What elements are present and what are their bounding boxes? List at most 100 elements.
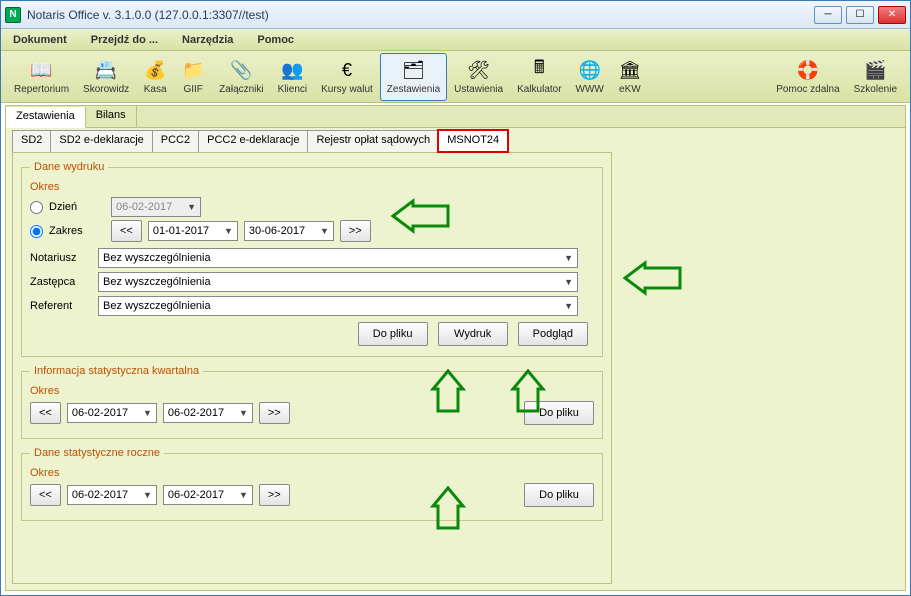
toolbar-www[interactable]: 🌐WWW	[569, 53, 611, 101]
toolbar-klienci[interactable]: 👥Klienci	[271, 53, 314, 101]
toolbar-klienci-icon: 👥	[280, 58, 304, 82]
combo-notariusz[interactable]: Bez wyszczególnienia▼	[98, 248, 578, 268]
toolbar-ekw[interactable]: 🏛eKW	[611, 53, 649, 101]
label-zastepca: Zastępca	[30, 276, 90, 288]
annotation-arrow-up-3	[433, 488, 463, 534]
subtab-pcc2-e-deklaracje[interactable]: PCC2 e-deklaracje	[198, 130, 308, 152]
toolbar-giif-icon: 📁	[181, 58, 205, 82]
annotation-arrow-left-2	[625, 263, 685, 293]
subtab-sd2[interactable]: SD2	[12, 130, 51, 152]
menubar: Dokument Przejdź do ... Narzędzia Pomoc	[1, 29, 910, 51]
toolbar-ustawienia[interactable]: 🛠Ustawienia	[447, 53, 510, 101]
chevron-down-icon: ▼	[320, 226, 329, 236]
tabs-secondary: SD2SD2 e-deklaracjePCC2PCC2 e-deklaracje…	[12, 130, 899, 152]
label-okres-2: Okres	[30, 385, 594, 397]
zakres-prev[interactable]: <<	[111, 220, 142, 242]
toolbar-kasa-icon: 💰	[143, 58, 167, 82]
app-window: N Notaris Office v. 3.1.0.0 (127.0.0.1:3…	[0, 0, 911, 596]
toolbar-kalkulator[interactable]: 🖩Kalkulator	[510, 53, 568, 101]
subtab-rejestr-opłat-sądowych[interactable]: Rejestr opłat sądowych	[307, 130, 439, 152]
toolbar-zalaczniki-icon: 📎	[229, 58, 253, 82]
toolbar: 📖Repertorium📇Skorowidz💰Kasa📁GIIF📎Załączn…	[1, 51, 910, 103]
toolbar-ustawienia-icon: 🛠	[467, 58, 491, 82]
toolbar-kalkulator-icon: 🖩	[527, 58, 551, 82]
toolbar-skorowidz-icon: 📇	[94, 58, 118, 82]
close-button[interactable]: ✕	[878, 6, 906, 24]
toolbar-remote-help-icon: 🛟	[796, 58, 820, 82]
label-dzien: Dzień	[49, 201, 105, 213]
subtab-sd2-e-deklaracje[interactable]: SD2 e-deklaracje	[50, 130, 152, 152]
maximize-button[interactable]: ☐	[846, 6, 874, 24]
btn-wydruk[interactable]: Wydruk	[438, 322, 508, 346]
s2-from[interactable]: 06-02-2017▼	[67, 403, 157, 423]
toolbar-kursy-icon: €	[335, 58, 359, 82]
chevron-down-icon: ▼	[564, 301, 573, 311]
label-notariusz: Notariusz	[30, 252, 90, 264]
toolbar-training-icon: 🎬	[863, 58, 887, 82]
date-dzien: 06-02-2017▼	[111, 197, 201, 217]
annotation-arrow-up-2	[513, 371, 543, 417]
s2-to[interactable]: 06-02-2017▼	[163, 403, 253, 423]
date-zakres-from[interactable]: 01-01-2017▼	[148, 221, 238, 241]
subtab-pcc2[interactable]: PCC2	[152, 130, 199, 152]
toolbar-training[interactable]: 🎬Szkolenie	[847, 53, 904, 101]
tab-zestawienia[interactable]: Zestawienia	[6, 107, 86, 128]
zakres-next[interactable]: >>	[340, 220, 371, 242]
minimize-button[interactable]: ─	[814, 6, 842, 24]
btn-do-pliku-3[interactable]: Do pliku	[524, 483, 594, 507]
radio-dzien[interactable]	[30, 201, 43, 214]
chevron-down-icon: ▼	[224, 226, 233, 236]
toolbar-skorowidz[interactable]: 📇Skorowidz	[76, 53, 136, 101]
legend-stat-roczne: Dane statystyczne roczne	[30, 447, 164, 459]
toolbar-zestawienia-icon: 🗂	[401, 58, 425, 82]
label-okres-3: Okres	[30, 467, 594, 479]
toolbar-kasa[interactable]: 💰Kasa	[136, 53, 174, 101]
annotation-arrow-up-1	[433, 371, 463, 417]
toolbar-remote-help[interactable]: 🛟Pomoc zdalna	[769, 53, 846, 101]
tab-bilans[interactable]: Bilans	[86, 106, 137, 127]
s3-prev[interactable]: <<	[30, 484, 61, 506]
combo-referent[interactable]: Bez wyszczególnienia▼	[98, 296, 578, 316]
chevron-down-icon: ▼	[239, 408, 248, 418]
toolbar-ekw-icon: 🏛	[618, 58, 642, 82]
titlebar: N Notaris Office v. 3.1.0.0 (127.0.0.1:3…	[1, 1, 910, 29]
chevron-down-icon: ▼	[143, 490, 152, 500]
toolbar-repertorium-icon: 📖	[30, 58, 54, 82]
btn-podglad[interactable]: Podgląd	[518, 322, 588, 346]
content-area: ZestawieniaBilans SD2SD2 e-deklaracjePCC…	[5, 105, 906, 591]
subtab-msnot24[interactable]: MSNOT24	[438, 130, 508, 152]
toolbar-www-icon: 🌐	[578, 58, 602, 82]
app-icon: N	[5, 7, 21, 23]
menu-przejdz[interactable]: Przejdź do ...	[91, 34, 158, 46]
combo-zastepca[interactable]: Bez wyszczególnienia▼	[98, 272, 578, 292]
menu-pomoc[interactable]: Pomoc	[257, 34, 294, 46]
legend-stat-kwartalna: Informacja statystyczna kwartalna	[30, 365, 203, 377]
msnot24-panel: Dane wydruku Okres Dzień 06-02-2017▼ Zak…	[12, 152, 612, 584]
toolbar-kursy[interactable]: €Kursy walut	[314, 53, 380, 101]
s3-next[interactable]: >>	[259, 484, 290, 506]
toolbar-zalaczniki[interactable]: 📎Załączniki	[212, 53, 270, 101]
radio-zakres[interactable]	[30, 225, 43, 238]
s3-from[interactable]: 06-02-2017▼	[67, 485, 157, 505]
annotation-arrow-left-1	[393, 201, 453, 231]
btn-do-pliku-1[interactable]: Do pliku	[358, 322, 428, 346]
chevron-down-icon: ▼	[239, 490, 248, 500]
menu-narzedzia[interactable]: Narzędzia	[182, 34, 233, 46]
label-okres-1: Okres	[30, 181, 594, 193]
tabs-primary: ZestawieniaBilans	[6, 106, 905, 128]
legend-dane-wydruku: Dane wydruku	[30, 161, 108, 173]
toolbar-repertorium[interactable]: 📖Repertorium	[7, 53, 76, 101]
date-zakres-to[interactable]: 30-06-2017▼	[244, 221, 334, 241]
fieldset-dane-wydruku: Dane wydruku Okres Dzień 06-02-2017▼ Zak…	[21, 161, 603, 357]
chevron-down-icon: ▼	[564, 253, 573, 263]
label-zakres: Zakres	[49, 225, 105, 237]
toolbar-zestawienia[interactable]: 🗂Zestawienia	[380, 53, 447, 101]
s2-prev[interactable]: <<	[30, 402, 61, 424]
menu-dokument[interactable]: Dokument	[13, 34, 67, 46]
fieldset-stat-roczne: Dane statystyczne roczne Okres << 06-02-…	[21, 447, 603, 521]
toolbar-giif[interactable]: 📁GIIF	[174, 53, 212, 101]
chevron-down-icon: ▼	[143, 408, 152, 418]
s3-to[interactable]: 06-02-2017▼	[163, 485, 253, 505]
s2-next[interactable]: >>	[259, 402, 290, 424]
window-title: Notaris Office v. 3.1.0.0 (127.0.0.1:330…	[27, 8, 814, 22]
